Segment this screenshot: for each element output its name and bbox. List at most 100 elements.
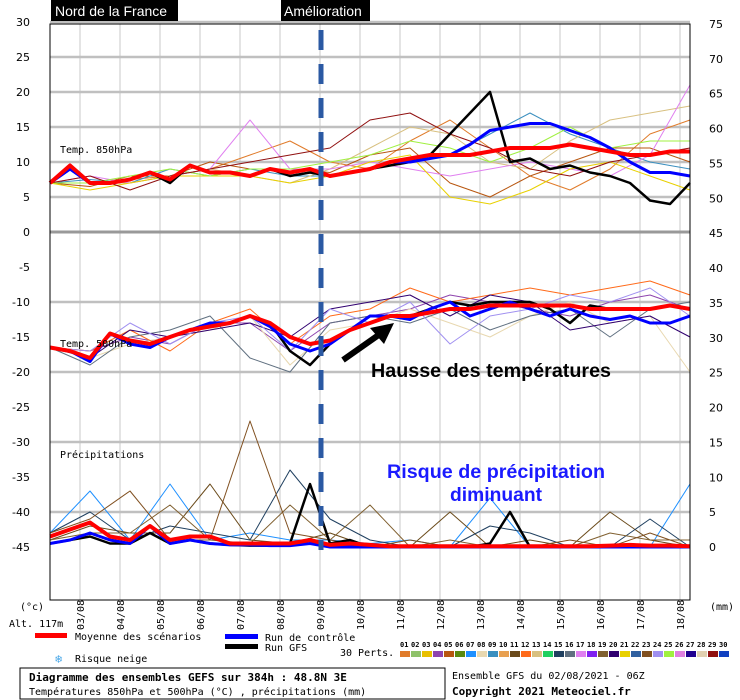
left-tick-label: 25 bbox=[16, 51, 30, 64]
legend-gfs: Run GFS bbox=[265, 643, 307, 654]
pert-swatch bbox=[554, 651, 564, 657]
pert-number: 15 bbox=[554, 641, 562, 649]
panel-label-precip: Précipitations bbox=[60, 449, 144, 461]
pert-swatch bbox=[510, 651, 520, 657]
mean-line bbox=[49, 520, 691, 549]
altitude: Alt. 117m bbox=[9, 619, 63, 630]
pert-number: 18 bbox=[587, 641, 595, 649]
pert-number: 29 bbox=[708, 641, 716, 649]
pert-number: 07 bbox=[466, 641, 474, 649]
right-tick-label: 0 bbox=[709, 541, 716, 554]
pert-swatch bbox=[411, 651, 421, 657]
legend-gfs-swatch bbox=[225, 644, 258, 649]
left-tick-label: -20 bbox=[12, 366, 30, 379]
pert-swatch bbox=[565, 651, 575, 657]
pert-number: 12 bbox=[521, 641, 529, 649]
pert-number: 02 bbox=[411, 641, 419, 649]
x-tick-label: 11/08 bbox=[396, 600, 407, 630]
legend-mean: Moyenne des scénarios bbox=[75, 631, 201, 643]
member-line bbox=[49, 483, 691, 548]
x-tick-label: 13/08 bbox=[476, 600, 487, 630]
pert-number: 10 bbox=[499, 641, 507, 649]
pert-number: 08 bbox=[477, 641, 485, 649]
x-tick-label: 07/08 bbox=[236, 600, 247, 630]
pert-swatch bbox=[609, 651, 619, 657]
left-tick-label: -45 bbox=[12, 541, 30, 554]
x-tick-label: 10/08 bbox=[356, 600, 367, 630]
pert-swatch bbox=[697, 651, 707, 657]
right-unit: (mm) bbox=[710, 602, 734, 613]
legend-mean-swatch bbox=[35, 633, 67, 638]
pert-swatch bbox=[400, 651, 410, 657]
left-tick-label: 30 bbox=[16, 16, 30, 29]
event-tag: Amélioration bbox=[284, 3, 362, 19]
pert-swatch bbox=[444, 651, 454, 657]
x-tick-label: 17/08 bbox=[636, 600, 647, 630]
pert-swatch bbox=[719, 651, 729, 657]
pert-number: 09 bbox=[488, 641, 496, 649]
left-tick-label: -5 bbox=[19, 261, 30, 274]
right-tick-label: 15 bbox=[709, 436, 723, 449]
mean-line bbox=[48, 142, 690, 185]
footer-box bbox=[19, 667, 446, 700]
right-tick-label: 35 bbox=[709, 297, 723, 310]
pert-swatch bbox=[708, 651, 718, 657]
gfs-line bbox=[49, 482, 690, 549]
x-tick-label: 14/08 bbox=[516, 600, 527, 630]
pert-number: 11 bbox=[510, 641, 518, 649]
arrow-head bbox=[370, 323, 394, 344]
right-tick-label: 75 bbox=[709, 18, 723, 31]
left-tick-label: -25 bbox=[12, 401, 30, 414]
left-tick-label: -40 bbox=[12, 506, 30, 519]
pert-number: 17 bbox=[576, 641, 584, 649]
x-tick-label: 04/08 bbox=[116, 600, 127, 630]
member-line bbox=[49, 154, 691, 205]
pert-number: 16 bbox=[565, 641, 573, 649]
gfs-line bbox=[49, 300, 691, 367]
legend-perts-label: 30 Perts. bbox=[340, 648, 394, 659]
right-tick-label: 25 bbox=[709, 367, 723, 380]
pert-swatch bbox=[455, 651, 465, 657]
x-tick-label: 06/08 bbox=[196, 600, 207, 630]
panel-label-t850: Temp. 850hPa bbox=[60, 145, 132, 156]
pert-swatch bbox=[587, 651, 597, 657]
pert-swatch bbox=[653, 651, 663, 657]
x-tick-label: 09/08 bbox=[316, 600, 327, 630]
right-tick-label: 5 bbox=[709, 506, 716, 519]
pert-number: 23 bbox=[642, 641, 650, 649]
pert-swatch bbox=[543, 651, 553, 657]
pert-number: 04 bbox=[433, 641, 441, 649]
left-tick-label: 15 bbox=[16, 121, 30, 134]
member-line bbox=[50, 105, 691, 184]
left-unit: (°c) bbox=[20, 602, 44, 613]
member-line bbox=[49, 294, 691, 359]
x-tick-label: 03/08 bbox=[76, 600, 87, 630]
pert-swatch bbox=[499, 651, 509, 657]
right-tick-label: 70 bbox=[709, 53, 723, 66]
pert-swatch bbox=[686, 651, 696, 657]
run-info: Ensemble GFS du 02/08/2021 - 06Z bbox=[452, 671, 645, 682]
pert-number: 14 bbox=[543, 641, 551, 649]
pert-swatch bbox=[576, 651, 586, 657]
right-tick-label: 20 bbox=[709, 402, 723, 415]
event-tag-bg bbox=[281, 0, 370, 21]
right-tick-label: 30 bbox=[709, 332, 723, 345]
pert-number: 28 bbox=[697, 641, 705, 649]
annotation-precip-2: diminuant bbox=[450, 485, 543, 506]
pert-number: 13 bbox=[532, 641, 540, 649]
left-tick-label: 10 bbox=[16, 156, 30, 169]
pert-number: 20 bbox=[609, 641, 617, 649]
pert-swatch bbox=[642, 651, 652, 657]
plot-frame bbox=[49, 23, 691, 601]
left-tick-label: 20 bbox=[16, 86, 30, 99]
left-tick-label: -30 bbox=[12, 436, 30, 449]
legend-control: Run de contrôle bbox=[265, 632, 355, 644]
right-tick-label: 65 bbox=[709, 88, 723, 101]
pert-swatch bbox=[433, 651, 443, 657]
right-tick-label: 45 bbox=[709, 227, 723, 240]
pert-swatch bbox=[466, 651, 476, 657]
panel-label-t500: Temp. 500hPa bbox=[60, 339, 132, 350]
pert-number: 06 bbox=[455, 641, 463, 649]
x-tick-label: 08/08 bbox=[276, 600, 287, 630]
pert-swatch bbox=[620, 651, 630, 657]
